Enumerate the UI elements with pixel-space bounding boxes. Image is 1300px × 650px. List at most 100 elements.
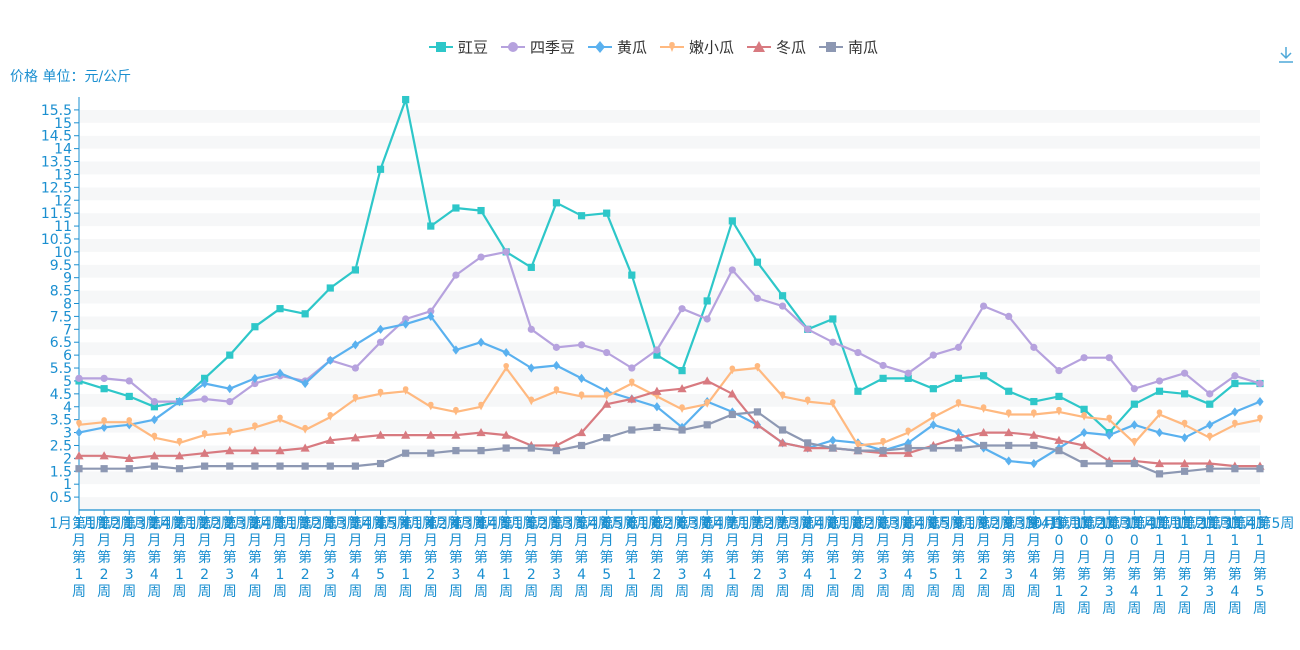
- data-point: [955, 399, 962, 408]
- legend-item[interactable]: 嫩小瓜: [660, 39, 734, 57]
- data-point: [503, 362, 509, 372]
- grid-band: [79, 342, 1260, 356]
- data-point: [854, 447, 862, 455]
- legend-label: 四季豆: [530, 39, 575, 57]
- data-point: [1180, 458, 1190, 468]
- data-point: [436, 42, 446, 52]
- y-tick-label: 6.5: [50, 335, 72, 351]
- data-point: [703, 421, 711, 429]
- data-point: [929, 444, 937, 452]
- legend-item[interactable]: 豇豆: [429, 39, 488, 57]
- legend-item[interactable]: 四季豆: [501, 39, 575, 57]
- data-point: [576, 427, 587, 437]
- data-point: [954, 427, 963, 438]
- data-point: [376, 338, 385, 346]
- data-point: [502, 347, 510, 358]
- data-point: [427, 311, 435, 322]
- grid-band: [79, 213, 1260, 227]
- data-point: [628, 426, 636, 434]
- data-point: [577, 212, 586, 220]
- data-point: [728, 217, 736, 225]
- download-icon[interactable]: [1275, 44, 1297, 66]
- data-point: [125, 377, 133, 385]
- data-point: [502, 444, 510, 452]
- legend-item[interactable]: 黄瓜: [588, 39, 647, 57]
- data-point: [501, 430, 511, 439]
- y-tick-label: 9: [63, 271, 72, 287]
- data-point: [451, 430, 461, 439]
- legend-item[interactable]: 南瓜: [819, 39, 878, 57]
- data-point: [826, 42, 836, 52]
- data-point: [1080, 427, 1088, 438]
- data-point: [226, 351, 234, 359]
- y-tick-label: 8: [63, 297, 72, 313]
- data-point: [150, 462, 158, 470]
- data-point: [452, 271, 460, 279]
- legend-item[interactable]: 冬瓜: [747, 39, 806, 57]
- data-point: [1231, 372, 1239, 380]
- data-point: [929, 420, 937, 430]
- data-point: [302, 424, 308, 434]
- y-tick-label: 11: [54, 219, 72, 235]
- data-point: [352, 393, 359, 403]
- data-point: [528, 396, 535, 406]
- data-point: [703, 297, 711, 305]
- data-point: [577, 441, 586, 450]
- y-tick-label: 2: [63, 451, 72, 467]
- chart-legend[interactable]: 豇豆 四季豆 黄瓜 嫩小瓜 冬瓜 南瓜: [429, 39, 878, 57]
- data-point: [829, 315, 837, 323]
- data-point: [803, 443, 813, 452]
- data-point: [100, 465, 108, 473]
- grid-band: [79, 471, 1260, 485]
- data-point: [276, 368, 284, 378]
- data-point: [150, 403, 158, 411]
- data-point: [275, 446, 285, 455]
- data-point: [1231, 379, 1239, 388]
- data-point: [1155, 377, 1164, 385]
- data-point: [1232, 419, 1238, 429]
- y-tick-label: 12: [54, 193, 72, 209]
- data-point: [351, 364, 360, 372]
- data-point: [930, 412, 937, 421]
- data-point: [678, 426, 686, 434]
- data-point: [175, 396, 184, 407]
- data-point: [753, 258, 762, 266]
- data-point: [855, 440, 861, 450]
- data-point: [527, 263, 535, 271]
- data-point: [452, 345, 460, 355]
- data-point: [427, 449, 435, 457]
- data-point: [402, 386, 409, 395]
- data-point: [727, 389, 737, 398]
- data-point: [1256, 379, 1264, 388]
- data-point: [201, 395, 209, 403]
- data-point: [1005, 312, 1013, 321]
- grid-band: [79, 290, 1260, 304]
- data-point: [226, 384, 234, 394]
- data-point: [351, 266, 360, 274]
- data-point: [452, 204, 460, 212]
- data-point: [252, 422, 258, 431]
- chart-series: [74, 95, 1265, 478]
- data-point: [678, 367, 686, 375]
- data-point: [301, 462, 309, 470]
- data-point: [301, 378, 309, 389]
- data-point: [551, 440, 562, 450]
- data-point: [126, 417, 133, 426]
- series-line: [79, 379, 1260, 468]
- data-point: [953, 433, 964, 442]
- data-point: [1181, 433, 1189, 443]
- data-point: [376, 459, 385, 468]
- data-point: [124, 453, 134, 462]
- data-point: [376, 324, 385, 334]
- data-point: [276, 305, 284, 313]
- data-point: [402, 449, 410, 457]
- data-point: [829, 338, 837, 346]
- grid-band: [79, 161, 1260, 175]
- grid-band: [79, 406, 1260, 420]
- data-point: [979, 441, 988, 450]
- data-point: [1131, 437, 1138, 447]
- data-point: [578, 391, 585, 401]
- data-point: [1155, 387, 1164, 395]
- data-point: [669, 41, 675, 52]
